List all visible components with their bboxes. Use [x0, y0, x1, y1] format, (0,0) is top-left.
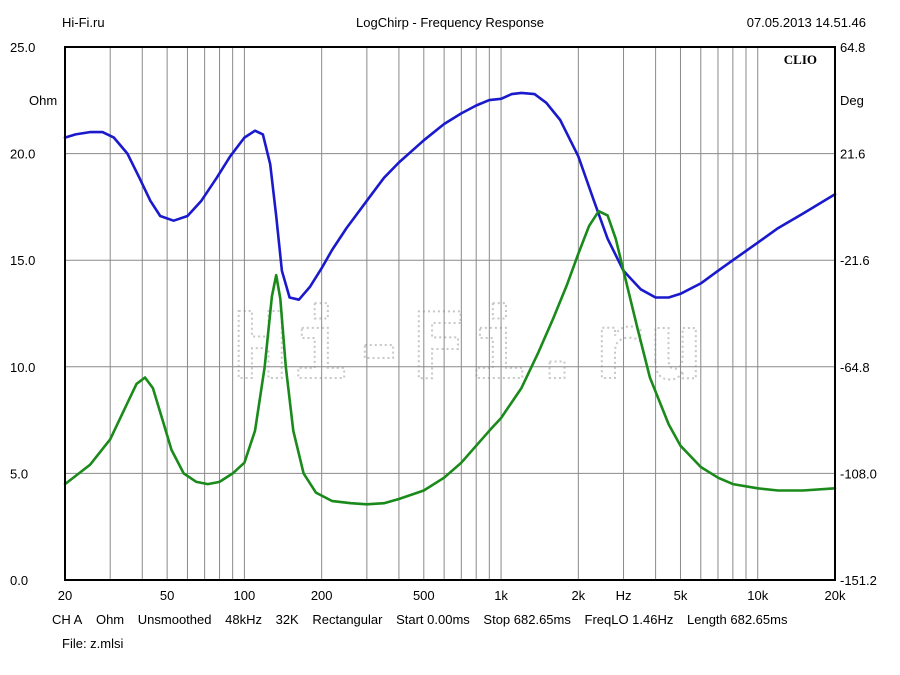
y-left-axis-label: Ohm [29, 93, 57, 108]
y-right-tick-label: 21.6 [840, 147, 865, 162]
y-right-tick-label: -64.8 [840, 360, 870, 375]
footer-length: Length 682.65ms [687, 612, 788, 627]
measurement-info: CH A Ohm Unsmoothed 48kHz 32K Rectangula… [52, 612, 797, 627]
watermark-text: Hi-Fi.ru [232, 293, 707, 400]
y-left-tick-label: 10.0 [10, 360, 35, 375]
y-left-tick-label: 5.0 [10, 466, 28, 481]
y-right-tick-label: -108.0 [840, 466, 877, 481]
x-tick-label: 10k [747, 588, 768, 603]
chart-title: LogChirp - Frequency Response [356, 15, 544, 30]
x-tick-label: 500 [413, 588, 435, 603]
x-tick-label: 2k [571, 588, 585, 603]
y-left-tick-label: 20.0 [10, 147, 35, 162]
y-left-tick-label: 15.0 [10, 253, 35, 268]
impedance-curve [63, 209, 837, 506]
footer-stop: Stop 682.65ms [483, 612, 571, 627]
x-tick-label: 20 [58, 588, 72, 603]
footer-file: File: z.mlsi [62, 636, 124, 651]
footer-window: Rectangular [312, 612, 383, 627]
y-right-tick-label: -21.6 [840, 253, 870, 268]
x-tick-label: 1k [494, 588, 508, 603]
watermark: Hi-Fi.ru [231, 292, 707, 401]
footer-fft-size: 32K [275, 612, 299, 627]
curves [63, 91, 837, 506]
footer-start: Start 0.00ms [396, 612, 470, 627]
footer-unit: Ohm [95, 612, 125, 627]
y-right-tick-label: -151.2 [840, 573, 877, 588]
clio-label: CLIO [784, 52, 817, 67]
header-site-label: Hi-Fi.ru [62, 15, 105, 30]
axes: 0.0 5.0 10.0 15.0 20.0 25.0 Ohm 64.8 21.6 -21.6 -6… [10, 40, 877, 603]
x-tick-label: 5k [674, 588, 688, 603]
footer-smoothing: Unsmoothed [137, 612, 212, 627]
footer-channel: CH A [52, 612, 83, 627]
x-tick-label: 50 [160, 588, 174, 603]
y-right-axis-label: Deg [840, 93, 864, 108]
x-tick-label: 100 [234, 588, 256, 603]
x-axis-unit-label: Hz [616, 588, 632, 603]
x-tick-label: 200 [311, 588, 333, 603]
y-right-tick-label: 64.8 [840, 40, 865, 55]
y-left-tick-label: 0.0 [10, 573, 28, 588]
plot-frame [64, 46, 836, 581]
phase-curve [63, 91, 837, 301]
y-left-tick-label: 25.0 [10, 40, 35, 55]
footer-freq-lo: FreqLO 1.46Hz [584, 612, 674, 627]
header-timestamp: 07.05.2013 14.51.46 [746, 15, 866, 30]
footer-sample-rate: 48kHz [225, 612, 262, 627]
x-tick-label: 20k [825, 588, 846, 603]
